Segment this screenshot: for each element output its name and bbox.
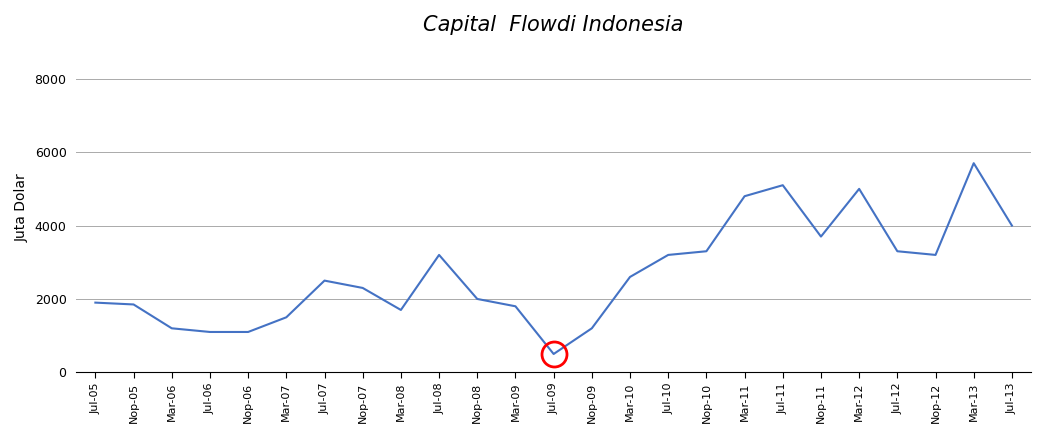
Title: Capital  Flowdi Indonesia: Capital Flowdi Indonesia — [424, 15, 684, 35]
Y-axis label: Juta Dolar: Juta Dolar — [15, 173, 29, 242]
